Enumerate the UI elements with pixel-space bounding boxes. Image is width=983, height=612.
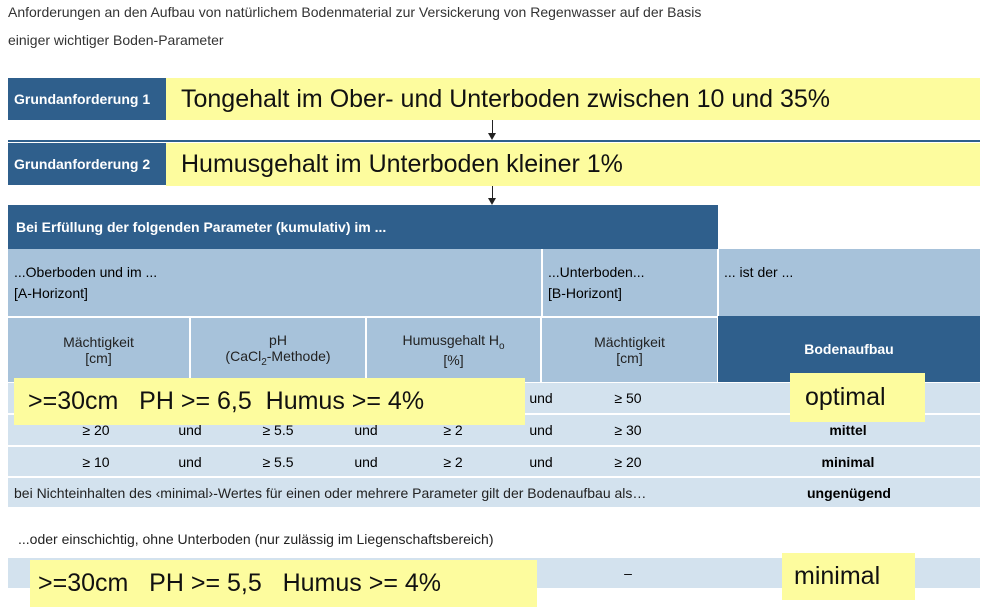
arrow bbox=[488, 120, 496, 140]
cell: und bbox=[178, 422, 202, 438]
text: Humusgehalt H bbox=[402, 332, 499, 349]
text: -Methode) bbox=[266, 348, 331, 365]
text: pH bbox=[269, 332, 287, 349]
column-header: Humusgehalt Ho [%] bbox=[367, 318, 540, 382]
annotation: >=30cm PH >= 5,5 Humus >= 4% bbox=[30, 560, 537, 607]
text: Mächtigkeit bbox=[594, 334, 665, 350]
requirement-note: Tongehalt im Ober- und Unterboden zwisch… bbox=[166, 78, 980, 120]
text: Humusgehalt Ho bbox=[402, 332, 504, 352]
cell: ungenügend bbox=[807, 484, 891, 501]
cell: ≥ 5.5 bbox=[262, 422, 294, 438]
text: ...Unterboden... bbox=[548, 264, 645, 280]
cell: minimal bbox=[821, 454, 875, 470]
group-row bbox=[8, 249, 980, 316]
cell: mittel bbox=[829, 422, 867, 438]
column-header: Bodenaufbau bbox=[718, 316, 980, 382]
cell: – bbox=[624, 565, 632, 581]
caption: ...oder einschichtig, ohne Unterboden (n… bbox=[18, 531, 494, 547]
table-row bbox=[8, 478, 980, 507]
text: [cm] bbox=[85, 350, 112, 366]
cell: ≥ 2 bbox=[443, 454, 463, 470]
text: [A-Horizont] bbox=[14, 285, 88, 301]
annotation: >=30cm PH >= 6,5 Humus >= 4% bbox=[14, 378, 525, 425]
text: [B-Horizont] bbox=[548, 285, 622, 301]
title-line: Anforderungen an den Aufbau von natürlic… bbox=[8, 4, 702, 20]
text: ...Oberboden und im ... bbox=[14, 264, 158, 280]
title-line: einiger wichtiger Boden-Parameter bbox=[8, 32, 224, 48]
cell: ≥ 5.5 bbox=[262, 454, 294, 470]
table-row bbox=[8, 447, 980, 476]
divider bbox=[8, 140, 980, 142]
subscript: o bbox=[498, 340, 505, 352]
text: [%] bbox=[443, 351, 464, 368]
text: (CaCl bbox=[225, 348, 262, 365]
subscript: 2 bbox=[261, 356, 267, 368]
cell: und bbox=[529, 422, 553, 438]
cell: ≥ 50 bbox=[614, 390, 642, 406]
text: Mächtigkeit bbox=[63, 334, 134, 350]
requirement-label: Grundanforderung 1 bbox=[8, 78, 166, 120]
table-header: Bei Erfüllung der folgenden Parameter (k… bbox=[8, 205, 718, 249]
cell: ≥ 10 bbox=[82, 454, 110, 470]
cell: ≥ 2 bbox=[443, 422, 463, 438]
cell: und bbox=[354, 422, 378, 438]
cell: ≥ 30 bbox=[614, 422, 642, 438]
text: ... ist der ... bbox=[724, 264, 794, 280]
arrow bbox=[488, 186, 496, 205]
cell: und bbox=[529, 454, 553, 470]
separator bbox=[541, 249, 543, 316]
cell: und bbox=[354, 454, 378, 470]
cell: und bbox=[529, 390, 553, 406]
cell: ≥ 20 bbox=[614, 454, 642, 470]
text: (CaCl2-Methode) bbox=[225, 348, 330, 368]
cell: bei Nichteinhalten des ‹minimal›-Wertes … bbox=[14, 484, 647, 501]
annotation: optimal bbox=[790, 373, 925, 422]
column-header: pH (CaCl2-Methode) bbox=[191, 318, 365, 382]
column-header: Mächtigkeit [cm] bbox=[8, 318, 189, 382]
cell: und bbox=[178, 454, 202, 470]
separator bbox=[717, 249, 719, 316]
group-label: ...Oberboden und im ... [A-Horizont] bbox=[14, 262, 157, 304]
requirement-label: Grundanforderung 2 bbox=[8, 143, 166, 185]
text: [cm] bbox=[616, 350, 643, 366]
cell: ≥ 20 bbox=[82, 422, 110, 438]
group-label: ...Unterboden... [B-Horizont] bbox=[548, 262, 645, 304]
group-label: ... ist der ... bbox=[724, 262, 793, 283]
annotation: minimal bbox=[782, 553, 915, 600]
column-header: Mächtigkeit [cm] bbox=[542, 318, 717, 382]
requirement-note: Humusgehalt im Unterboden kleiner 1% bbox=[166, 143, 980, 186]
